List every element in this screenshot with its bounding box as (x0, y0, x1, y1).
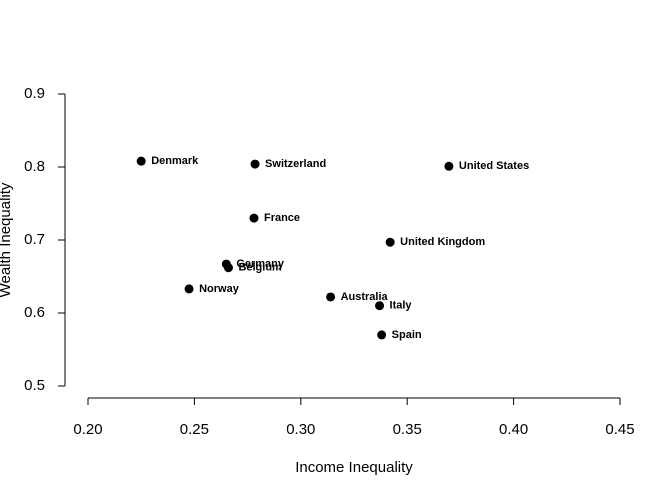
x-tick-label: 0.40 (499, 421, 528, 438)
point-label: Germany (236, 258, 285, 270)
y-tick-label: 0.5 (24, 377, 45, 394)
point-label: United States (459, 160, 529, 172)
point (326, 292, 336, 302)
x-tick-label: 0.45 (605, 421, 634, 438)
point-label: Denmark (151, 155, 199, 167)
point-label: Norway (199, 283, 240, 295)
x-tick-label: 0.20 (73, 421, 102, 438)
point (250, 159, 260, 169)
y-axis-label: Wealth Inequality (0, 182, 14, 297)
y-tick-label: 0.6 (24, 304, 45, 321)
y-tick-label: 0.9 (24, 85, 45, 102)
point (375, 301, 385, 311)
x-tick-label: 0.30 (286, 421, 315, 438)
x-tick-label: 0.25 (180, 421, 209, 438)
point-label: Australia (341, 291, 389, 303)
point-label: United Kingdom (400, 236, 485, 248)
y-tick-label: 0.7 (24, 231, 45, 248)
point (184, 284, 194, 294)
point (136, 156, 146, 166)
point (249, 213, 259, 223)
point (385, 237, 395, 247)
x-tick-label: 0.35 (393, 421, 422, 438)
y-tick-label: 0.8 (24, 158, 45, 175)
point (223, 263, 233, 273)
point-label: Italy (390, 300, 413, 312)
point-label: Belgium (238, 262, 282, 274)
point-label: France (264, 212, 300, 224)
point-label: Spain (392, 329, 422, 341)
point (444, 161, 454, 171)
point-label: Switzerland (265, 158, 326, 170)
point (377, 330, 387, 340)
x-axis-label: Income Inequality (295, 459, 413, 476)
